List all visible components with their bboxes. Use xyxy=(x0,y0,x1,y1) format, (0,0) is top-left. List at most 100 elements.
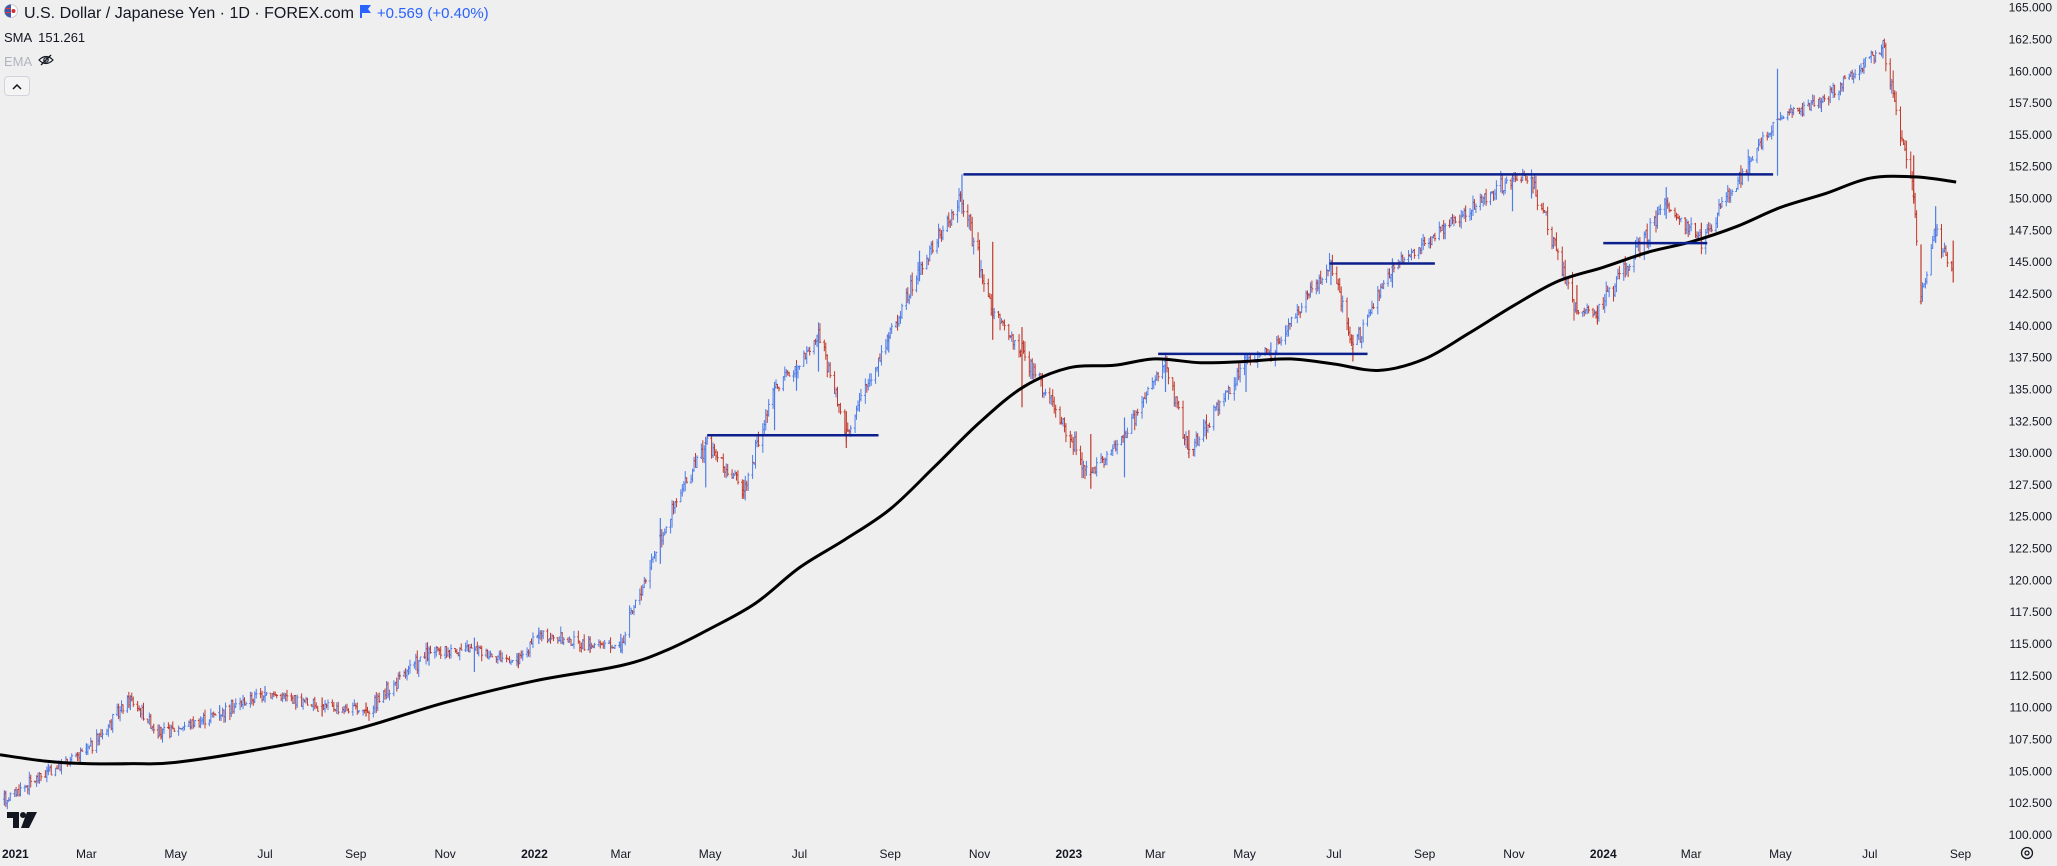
price-bar xyxy=(754,439,757,469)
price-bar xyxy=(855,405,858,420)
price-bar xyxy=(1290,316,1293,327)
price-bar xyxy=(396,672,400,689)
tradingview-logo-icon[interactable] xyxy=(7,812,37,833)
sma-indicator-row[interactable]: SMA 151.261 xyxy=(4,26,489,50)
price-bar xyxy=(910,272,914,296)
price-bar xyxy=(1452,215,1456,227)
price-bar xyxy=(940,229,943,242)
x-tick-label: May xyxy=(164,847,187,861)
price-bar xyxy=(685,477,688,484)
price-bar xyxy=(306,697,309,706)
price-bar xyxy=(1625,262,1629,276)
price-bar xyxy=(1852,72,1855,84)
price-bar xyxy=(736,470,740,485)
price-bar xyxy=(1104,457,1107,466)
y-tick-label: 135.000 xyxy=(2009,382,2053,396)
price-bar xyxy=(642,576,646,589)
price-bar xyxy=(1736,176,1740,190)
price-bar xyxy=(713,443,716,456)
price-bar xyxy=(1064,423,1068,443)
price-bar xyxy=(890,323,893,335)
price-bar xyxy=(448,649,451,659)
price-bar xyxy=(1218,400,1221,415)
price-bar xyxy=(1771,121,1775,136)
price-bar xyxy=(1562,261,1566,280)
price-bar xyxy=(597,639,601,647)
price-bar xyxy=(664,526,668,534)
price-bar xyxy=(763,419,766,437)
price-bar xyxy=(929,241,933,256)
price-bar xyxy=(464,642,467,652)
price-bar xyxy=(1063,417,1066,433)
price-bar xyxy=(351,702,355,716)
price-bar xyxy=(146,718,150,724)
price-bar xyxy=(1607,287,1611,298)
price-bar xyxy=(1943,242,1946,253)
price-bar xyxy=(1448,219,1451,228)
price-bar xyxy=(1812,95,1816,107)
ema-indicator-row[interactable]: EMA xyxy=(4,50,489,74)
price-bar xyxy=(858,392,861,412)
price-bar xyxy=(445,646,448,658)
price-bar xyxy=(300,693,303,708)
x-tick-label: Jul xyxy=(1326,847,1341,861)
bookmark-flag-icon[interactable] xyxy=(359,2,371,26)
price-bar xyxy=(1811,94,1814,105)
x-tick-label: Jul xyxy=(792,847,807,861)
price-bar xyxy=(710,434,713,459)
price-bar xyxy=(1197,436,1201,447)
price-bar xyxy=(1714,217,1718,233)
price-bar xyxy=(374,691,378,713)
price-bar xyxy=(1883,38,1886,49)
price-bar xyxy=(486,649,489,659)
price-bar xyxy=(805,346,809,364)
symbol-title[interactable]: U.S. Dollar / Japanese Yen · 1D · FOREX.… xyxy=(24,5,354,22)
price-bar xyxy=(1433,232,1437,242)
price-bar xyxy=(1796,107,1800,112)
chevron-up-icon xyxy=(12,74,22,98)
price-bar xyxy=(120,700,123,713)
price-bar xyxy=(1489,191,1492,206)
collapse-legend-button[interactable] xyxy=(4,76,30,96)
settings-icon[interactable] xyxy=(2020,846,2034,865)
price-bar xyxy=(162,722,166,734)
price-bar xyxy=(1587,305,1590,314)
price-bar xyxy=(108,720,112,729)
price-bar xyxy=(1051,389,1055,407)
price-bar xyxy=(88,745,91,750)
price-bar xyxy=(776,383,779,389)
price-bar xyxy=(221,707,224,717)
price-bar xyxy=(213,713,217,716)
price-bar xyxy=(1335,266,1339,285)
price-bar xyxy=(200,717,204,725)
price-bar xyxy=(682,481,686,493)
price-bar xyxy=(1686,220,1690,238)
price-bar xyxy=(1782,115,1785,119)
price-bar xyxy=(808,346,811,356)
x-tick-label: Jul xyxy=(1862,847,1877,861)
price-bar xyxy=(1420,238,1424,255)
price-bar xyxy=(1618,266,1621,280)
price-bar xyxy=(601,641,605,649)
price-bar xyxy=(54,767,57,777)
price-bar xyxy=(90,740,94,754)
price-bar xyxy=(1083,465,1087,480)
price-bar xyxy=(417,659,421,678)
price-bar xyxy=(487,650,491,660)
price-bar xyxy=(1603,294,1607,314)
price-bar xyxy=(1612,285,1615,302)
price-bar xyxy=(1095,457,1098,477)
price-bar xyxy=(80,748,84,752)
price-bar xyxy=(1287,318,1290,337)
price-bar xyxy=(190,719,194,730)
price-bar xyxy=(812,340,816,355)
price-bar xyxy=(972,237,975,255)
price-bar xyxy=(1622,260,1626,281)
price-bar xyxy=(1458,214,1462,228)
eye-off-icon[interactable] xyxy=(38,50,55,74)
price-bar xyxy=(1276,335,1280,345)
price-bar xyxy=(1730,189,1734,197)
x-tick-label: 2024 xyxy=(1590,847,1617,861)
price-bar xyxy=(1536,189,1539,211)
